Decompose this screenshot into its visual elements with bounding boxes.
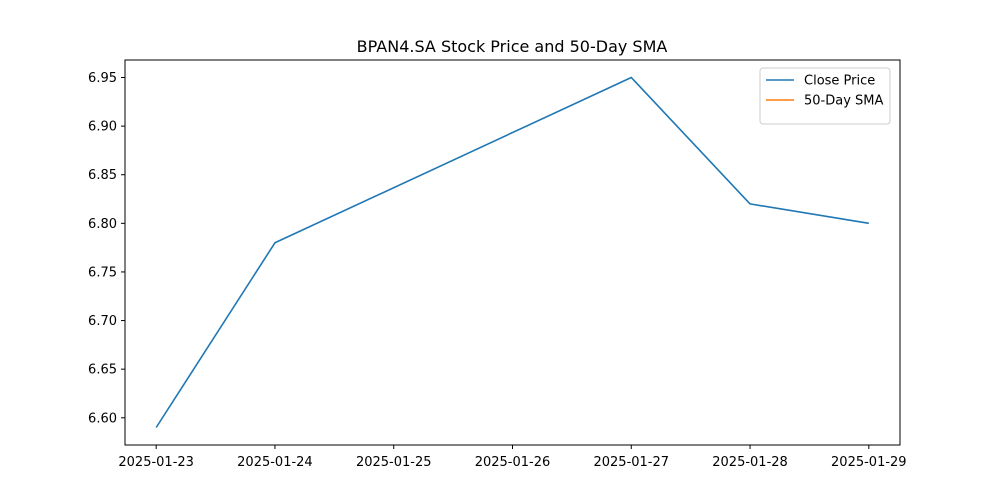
- legend: Close Price 50-Day SMA: [759, 67, 891, 125]
- y-tick-label: 6.90: [88, 120, 117, 135]
- legend-label: 50-Day SMA: [804, 94, 884, 109]
- x-tick-label: 2025-01-28: [712, 455, 788, 470]
- x-tick-label: 2025-01-23: [118, 455, 194, 470]
- y-tick-label: 6.95: [88, 71, 117, 86]
- series-line-0: [155, 76, 869, 428]
- y-tick-label: 6.85: [88, 168, 117, 183]
- y-tick-label: 6.70: [88, 314, 117, 329]
- y-tick-label: 6.75: [88, 265, 117, 280]
- plot-area: 2025-01-23 2025-01-24 2025-01-25 2025-01-26…: [88, 59, 907, 470]
- x-tick-label: 2025-01-29: [831, 455, 907, 470]
- chart-title: BPAN4.SA Stock Price and 50-Day SMA: [357, 37, 668, 56]
- x-tick-label: 2025-01-26: [475, 455, 551, 470]
- x-tick-label: 2025-01-25: [356, 455, 432, 470]
- legend-label: Close Price: [804, 74, 875, 89]
- legend-box: [759, 67, 891, 125]
- x-tick-label: 2025-01-27: [593, 455, 669, 470]
- x-tick-label: 2025-01-24: [237, 455, 313, 470]
- y-tick-label: 6.65: [88, 363, 117, 378]
- y-tick-label: 6.60: [88, 411, 117, 426]
- y-tick-label: 6.80: [88, 217, 117, 232]
